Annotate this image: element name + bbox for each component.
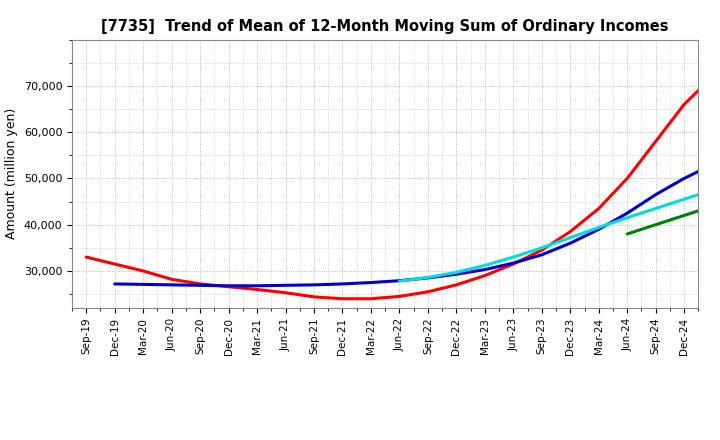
Line: 3 Years: 3 Years: [86, 56, 720, 299]
5 Years: [366, 280, 375, 285]
Line: 10 Years: 10 Years: [627, 206, 713, 234]
7 Years: [708, 187, 717, 193]
5 Years: [253, 283, 261, 289]
3 Years: [167, 277, 176, 282]
3 Years: [253, 287, 261, 292]
10 Years: [652, 222, 660, 227]
3 Years: [139, 268, 148, 274]
5 Years: [537, 252, 546, 257]
5 Years: [139, 282, 148, 287]
3 Years: [452, 282, 461, 287]
5 Years: [310, 282, 318, 287]
3 Years: [623, 176, 631, 181]
3 Years: [509, 261, 518, 267]
7 Years: [595, 225, 603, 230]
Y-axis label: Amount (million yen): Amount (million yen): [5, 108, 18, 239]
7 Years: [480, 263, 489, 268]
10 Years: [623, 231, 631, 237]
3 Years: [82, 254, 91, 260]
5 Years: [595, 227, 603, 232]
3 Years: [196, 281, 204, 286]
Line: 7 Years: 7 Years: [400, 183, 720, 281]
3 Years: [338, 296, 347, 301]
7 Years: [680, 197, 688, 202]
5 Years: [196, 282, 204, 288]
7 Years: [395, 279, 404, 284]
5 Years: [480, 267, 489, 272]
3 Years: [680, 102, 688, 107]
5 Years: [225, 283, 233, 289]
5 Years: [452, 271, 461, 277]
5 Years: [338, 281, 347, 286]
7 Years: [623, 215, 631, 220]
5 Years: [680, 176, 688, 181]
5 Years: [110, 281, 119, 286]
10 Years: [680, 213, 688, 218]
3 Years: [395, 294, 404, 299]
5 Years: [395, 278, 404, 283]
7 Years: [566, 235, 575, 240]
3 Years: [595, 206, 603, 211]
3 Years: [366, 296, 375, 301]
3 Years: [282, 290, 290, 295]
Title: [7735]  Trend of Mean of 12-Month Moving Sum of Ordinary Incomes: [7735] Trend of Mean of 12-Month Moving …: [102, 19, 669, 34]
10 Years: [708, 204, 717, 209]
3 Years: [423, 289, 432, 294]
7 Years: [652, 206, 660, 211]
3 Years: [537, 248, 546, 253]
5 Years: [708, 162, 717, 167]
5 Years: [566, 241, 575, 246]
7 Years: [509, 254, 518, 260]
5 Years: [282, 282, 290, 288]
7 Years: [452, 270, 461, 275]
3 Years: [566, 229, 575, 234]
5 Years: [167, 282, 176, 287]
7 Years: [537, 245, 546, 250]
7 Years: [423, 275, 432, 280]
5 Years: [423, 275, 432, 281]
5 Years: [509, 260, 518, 266]
3 Years: [480, 273, 489, 278]
3 Years: [652, 139, 660, 144]
3 Years: [110, 261, 119, 267]
Line: 5 Years: 5 Years: [114, 155, 720, 286]
3 Years: [708, 74, 717, 79]
3 Years: [225, 284, 233, 290]
3 Years: [310, 294, 318, 300]
5 Years: [652, 192, 660, 197]
5 Years: [623, 210, 631, 216]
